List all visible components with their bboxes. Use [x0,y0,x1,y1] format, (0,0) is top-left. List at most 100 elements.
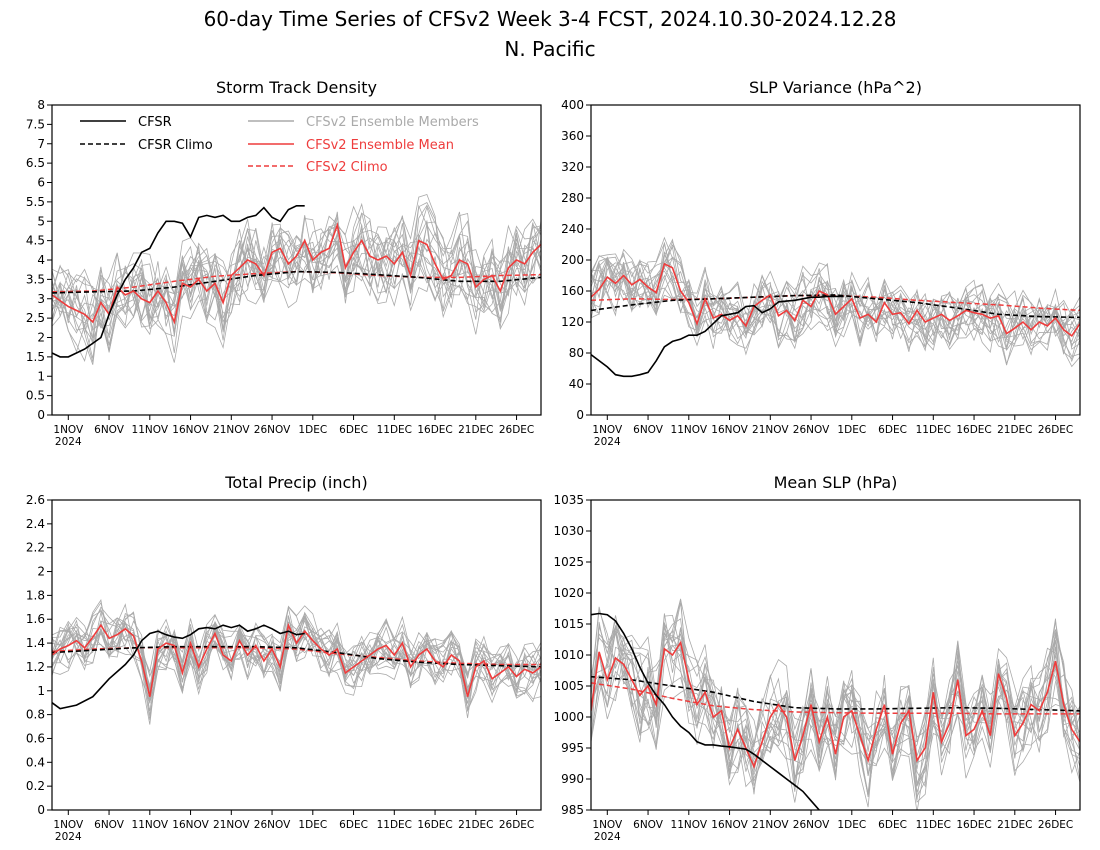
x-tick-label: 16NOV [711,424,748,436]
chart-panel-2: SLP Variance (hPa^2) 0 40 80 120 160 200 240 280… [561,78,1081,448]
panel-title: Total Precip (inch) [224,473,367,492]
ensemble-mean-line [52,222,541,325]
y-tick-label: 2 [37,565,45,579]
x-tick-label: 16DEC [417,819,452,831]
x-tick-label: 21DEC [997,424,1032,436]
x-tick-label: 16NOV [172,424,209,436]
y-tick-label: 8 [37,98,45,112]
ensemble-member-line [591,254,1080,352]
y-tick-label: 1030 [553,524,584,538]
ensemble-member-line [591,256,1080,348]
plot-area [591,598,1080,810]
ensemble-member-line [591,257,1080,363]
y-tick-label: 0.4 [26,755,45,769]
y-tick-label: 990 [561,772,584,786]
x-tick-label: 1DEC [298,424,327,436]
x-tick-label: 1NOV [53,819,84,831]
x-tick-label: 11DEC [916,819,951,831]
plot-area [52,194,541,365]
y-tick-label: 1.8 [26,588,45,602]
plot-frame [51,499,542,811]
y-tick-label: 0 [37,408,45,422]
ensemble-member-line [591,238,1080,351]
cfsv2-climo-line [52,270,541,293]
y-tick-label: 3 [37,292,45,306]
y-tick-label: 2.5 [26,311,45,325]
figure-title: 60-day Time Series of CFSv2 Week 3-4 FCS… [204,7,897,31]
ensemble-member-line [591,244,1080,356]
ensemble-mean-line [591,262,1080,338]
x-tick-label: 6NOV [633,819,664,831]
x-tick-label: 21NOV [752,819,789,831]
y-tick-label: 0 [576,408,584,422]
x-tick-label: 11DEC [916,424,951,436]
y-tick-label: 1005 [553,679,584,693]
x-tick-label: 16DEC [956,424,991,436]
y-tick-label: 1.5 [26,350,45,364]
y-tick-label: 5.5 [26,195,45,209]
x-year-label: 2024 [55,436,82,448]
legend-cfsv2-climo-label: CFSv2 Climo [306,160,388,175]
ensemble-member-line [52,611,541,698]
x-tick-label: 21NOV [213,424,250,436]
y-tick-label: 2.2 [26,541,45,555]
ensemble-member-line [591,598,1080,793]
ensemble-member-line [591,618,1080,790]
y-tick-label: 1025 [553,555,584,569]
y-tick-label: 985 [561,803,584,817]
y-tick-label: 995 [561,741,584,755]
ensemble-member-line [591,266,1080,357]
y-tick-label: 80 [569,346,584,360]
x-tick-label: 1NOV [53,424,84,436]
ensemble-member-line [591,261,1080,348]
x-tick-label: 26DEC [499,819,534,831]
cfsr-climo-line [591,294,1080,319]
x-tick-label: 16DEC [956,819,991,831]
y-tick-label: 3.5 [26,272,45,286]
x-year-label: 2024 [594,436,621,448]
x-year-label: 2024 [594,831,621,843]
x-tick-label: 26DEC [1038,424,1073,436]
ensemble-mean-line [52,622,541,697]
y-tick-label: 200 [561,253,584,267]
cfsr-line [52,624,305,710]
y-tick-label: 1 [37,369,45,383]
ensemble-member-line [591,620,1080,803]
chart-panel-1: Storm Track Density 0 0.5 1 1.5 2 2.5 3 3.5 4 4.5 5… [26,78,542,448]
ensemble-member-line [52,202,541,363]
ensemble-member-line [52,611,541,694]
y-tick-label: 280 [561,191,584,205]
cfsr-line [52,205,305,358]
x-tick-label: 11NOV [132,424,169,436]
ensemble-member-line [52,221,541,346]
y-tick-label: 5 [37,214,45,228]
figure-subtitle: N. Pacific [504,37,595,61]
y-tick-label: 1010 [553,648,584,662]
cfsr-line [591,295,844,378]
y-tick-label: 0 [37,803,45,817]
legend-ensemble-members-label: CFSv2 Ensemble Members [306,115,479,130]
ensemble-member-line [591,615,1080,788]
x-tick-label: 21DEC [458,424,493,436]
chart-panel-4: Mean SLP (hPa) 985 990 995 1000 1005 1010 1015 1… [553,473,1081,843]
ensemble-member-line [52,238,541,343]
ensemble-member-line [52,212,541,329]
y-tick-label: 0.2 [26,779,45,793]
y-tick-label: 400 [561,98,584,112]
y-tick-label: 0.8 [26,708,45,722]
x-tick-label: 6DEC [878,424,907,436]
ensemble-member-line [591,246,1080,348]
x-tick-label: 26NOV [793,424,830,436]
legend: CFSR CFSR Climo CFSv2 Ensemble Members CFSv… [80,115,479,175]
y-tick-label: 1.4 [26,636,45,650]
y-tick-label: 0.6 [26,731,45,745]
x-tick-label: 21NOV [752,424,789,436]
x-tick-label: 21DEC [458,819,493,831]
legend-cfsr-climo-label: CFSR Climo [138,138,213,153]
ensemble-member-line [591,621,1080,787]
cfsr-climo-line [591,675,1080,712]
panel-title: Storm Track Density [216,78,377,97]
x-tick-label: 21NOV [213,819,250,831]
y-tick-label: 1035 [553,493,584,507]
